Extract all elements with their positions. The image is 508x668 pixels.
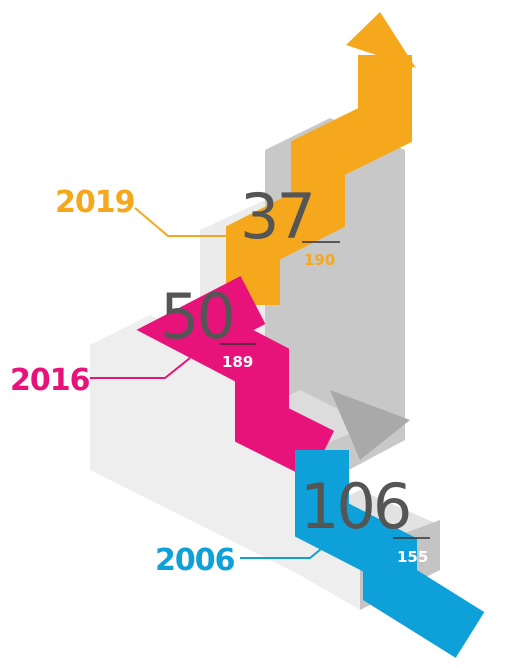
total: 155 xyxy=(397,548,428,566)
rank: 37 xyxy=(240,180,313,253)
year: 2006 xyxy=(155,543,235,578)
year: 2016 xyxy=(10,363,90,398)
year: 2019 xyxy=(55,185,135,220)
rank: 50 xyxy=(160,280,233,353)
total: 189 xyxy=(222,353,253,371)
total: 190 xyxy=(304,251,335,269)
infographic: 37 190 2019 50 189 2016 106 155 2006 xyxy=(0,0,508,664)
page: 37 190 2019 50 189 2016 106 155 2006 (()… xyxy=(0,0,508,664)
rank: 106 xyxy=(300,470,409,543)
